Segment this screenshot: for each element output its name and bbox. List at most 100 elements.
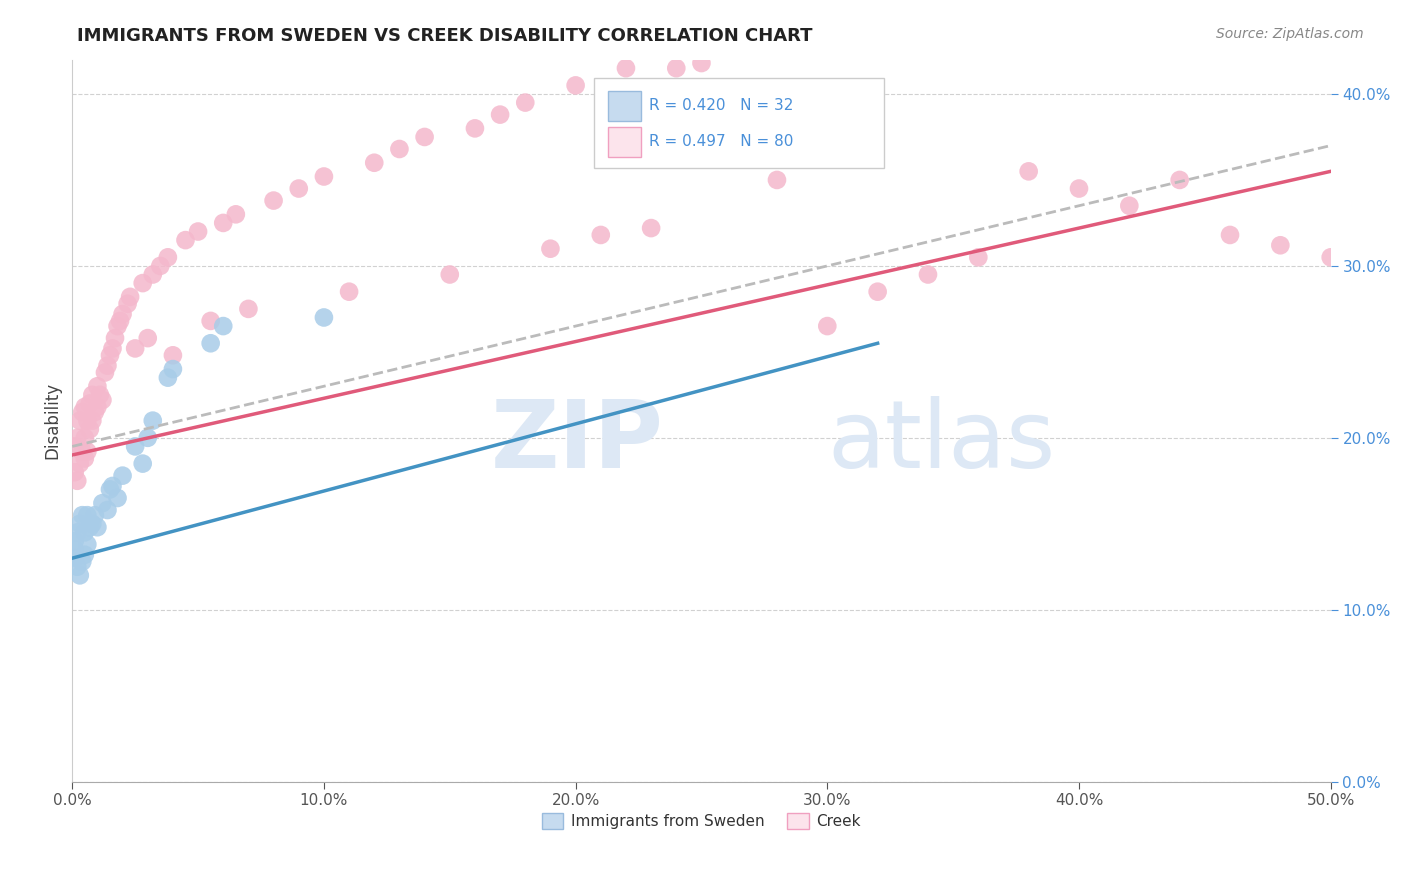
Point [131, 276, 153, 290]
Point [72, 444, 94, 458]
Point [82, 388, 104, 402]
Point [766, 173, 789, 187]
Point [212, 319, 235, 334]
Point [263, 194, 285, 208]
Point [69, 457, 91, 471]
Point [564, 78, 586, 93]
Point [94, 366, 117, 380]
Point [72, 405, 94, 419]
Point [117, 296, 139, 310]
Point [1319, 250, 1341, 264]
Point [96, 503, 118, 517]
Point [72, 555, 94, 569]
Y-axis label: Disability: Disability [44, 382, 60, 459]
Point [107, 491, 129, 505]
Point [96, 359, 118, 373]
Legend: Immigrants from Sweden, Creek: Immigrants from Sweden, Creek [536, 807, 868, 836]
Point [76, 508, 98, 523]
Point [917, 268, 939, 282]
Point [63, 533, 86, 548]
Point [1118, 199, 1140, 213]
Point [111, 468, 134, 483]
Text: R = 0.497   N = 80: R = 0.497 N = 80 [648, 135, 793, 150]
Point [120, 290, 142, 304]
Point [815, 319, 838, 334]
Point [63, 439, 86, 453]
Point [101, 342, 124, 356]
Point [76, 444, 98, 458]
Point [690, 56, 713, 70]
Point [464, 121, 486, 136]
Point [1018, 164, 1040, 178]
Point [538, 242, 561, 256]
Point [716, 121, 738, 136]
Text: atlas: atlas [827, 396, 1056, 488]
Point [162, 348, 184, 362]
Point [73, 525, 96, 540]
Point [967, 250, 990, 264]
Point [111, 307, 134, 321]
Point [108, 314, 131, 328]
Point [79, 520, 101, 534]
Point [69, 516, 91, 531]
Point [66, 525, 89, 540]
Point [287, 181, 309, 195]
Point [363, 155, 385, 169]
Point [413, 130, 436, 145]
Text: ZIP: ZIP [491, 396, 664, 488]
Point [142, 414, 165, 428]
Point [63, 542, 86, 557]
Point [98, 483, 121, 497]
Point [104, 331, 127, 345]
FancyBboxPatch shape [609, 91, 641, 121]
Point [312, 310, 335, 325]
Point [515, 95, 537, 110]
Point [225, 207, 247, 221]
Point [73, 400, 96, 414]
Point [79, 396, 101, 410]
Point [98, 348, 121, 362]
Point [69, 414, 91, 428]
Point [187, 225, 209, 239]
Point [82, 516, 104, 531]
Point [101, 479, 124, 493]
Point [124, 342, 146, 356]
Point [86, 400, 108, 414]
Point [162, 362, 184, 376]
Point [69, 568, 91, 582]
Point [200, 314, 222, 328]
Point [91, 392, 114, 407]
Point [238, 301, 260, 316]
Point [640, 221, 662, 235]
Point [63, 551, 86, 566]
Point [174, 233, 197, 247]
Text: R = 0.420   N = 32: R = 0.420 N = 32 [648, 98, 793, 113]
Point [212, 216, 235, 230]
Point [1369, 216, 1392, 230]
Point [83, 508, 105, 523]
Point [1067, 181, 1090, 195]
Point [866, 285, 889, 299]
Point [73, 431, 96, 445]
Point [439, 268, 461, 282]
Point [66, 431, 89, 445]
Point [86, 520, 108, 534]
Point [89, 388, 111, 402]
Point [1168, 173, 1191, 187]
Point [91, 496, 114, 510]
Point [1219, 227, 1241, 242]
Point [142, 268, 165, 282]
Point [86, 379, 108, 393]
Point [79, 422, 101, 436]
Point [136, 331, 159, 345]
Point [200, 336, 222, 351]
FancyBboxPatch shape [595, 78, 884, 168]
Point [136, 431, 159, 445]
Point [312, 169, 335, 184]
FancyBboxPatch shape [609, 127, 641, 157]
Point [107, 319, 129, 334]
Point [76, 537, 98, 551]
Text: Source: ZipAtlas.com: Source: ZipAtlas.com [1216, 27, 1364, 41]
Point [124, 439, 146, 453]
Point [83, 405, 105, 419]
